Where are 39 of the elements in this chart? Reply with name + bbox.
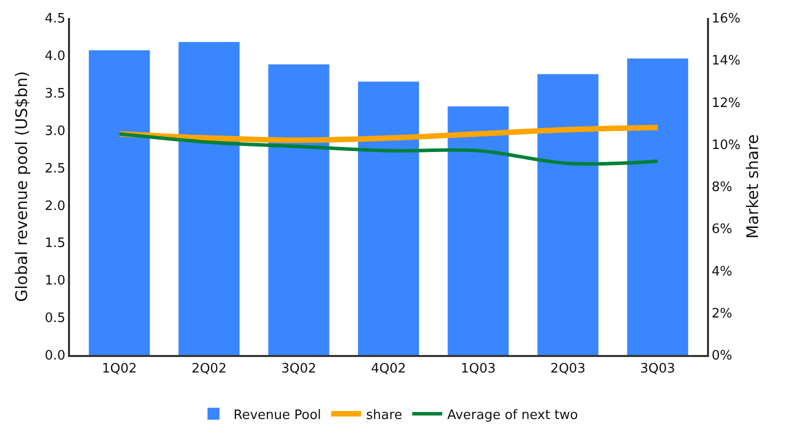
- line-series: [118, 132, 660, 166]
- legend-label: Revenue Pool: [234, 408, 322, 423]
- y-tick-label: 2.5: [44, 161, 66, 176]
- y2-tick-label: 16%: [712, 12, 741, 27]
- y-tick-label: 1.5: [44, 236, 66, 252]
- y2-tick-label: 8%: [712, 180, 732, 196]
- y-tick-label: 3.0: [44, 124, 66, 139]
- bar: [537, 74, 598, 355]
- y2-tick-label: 4%: [712, 264, 732, 280]
- x-tick-label: 3Q03: [640, 362, 676, 377]
- bar: [178, 42, 240, 355]
- bar: [358, 82, 419, 355]
- y2-tick-label: 6%: [712, 222, 732, 238]
- y-tick-label: 4.5: [44, 12, 66, 27]
- bar: [268, 64, 330, 355]
- y-tick-label: 1.0: [44, 274, 66, 289]
- y-tick-label: 0.5: [44, 311, 66, 326]
- y-tick-label: 3.5: [44, 86, 66, 102]
- y-tick-label: 0.0: [44, 348, 66, 364]
- legend-label: Average of next two: [447, 408, 578, 423]
- x-tick-label: 2Q03: [550, 362, 586, 377]
- y-tick-label: 2.0: [44, 198, 66, 214]
- bar: [88, 50, 150, 355]
- y2-tick-label: 2%: [712, 306, 732, 322]
- y2-tick-label: 10%: [712, 138, 741, 153]
- x-tick-label: 1Q02: [102, 362, 137, 377]
- y2-tick-label: 14%: [712, 54, 741, 69]
- bar: [627, 58, 688, 355]
- bar: [448, 106, 509, 355]
- x-tick-label: 3Q02: [281, 362, 316, 377]
- y-axis-title: Global revenue pool (US$bn): [12, 71, 31, 302]
- y-tick-label: 4.0: [44, 48, 66, 64]
- y2-tick-label: 12%: [712, 96, 741, 111]
- x-tick-label: 4Q02: [370, 362, 406, 377]
- x-tick-label: 2Q02: [192, 362, 227, 377]
- x-tick-label: 1Q03: [460, 362, 496, 377]
- y2-axis-title: Market share: [743, 134, 762, 239]
- legend-label: share: [366, 408, 402, 423]
- y2-tick-label: 0%: [712, 348, 732, 364]
